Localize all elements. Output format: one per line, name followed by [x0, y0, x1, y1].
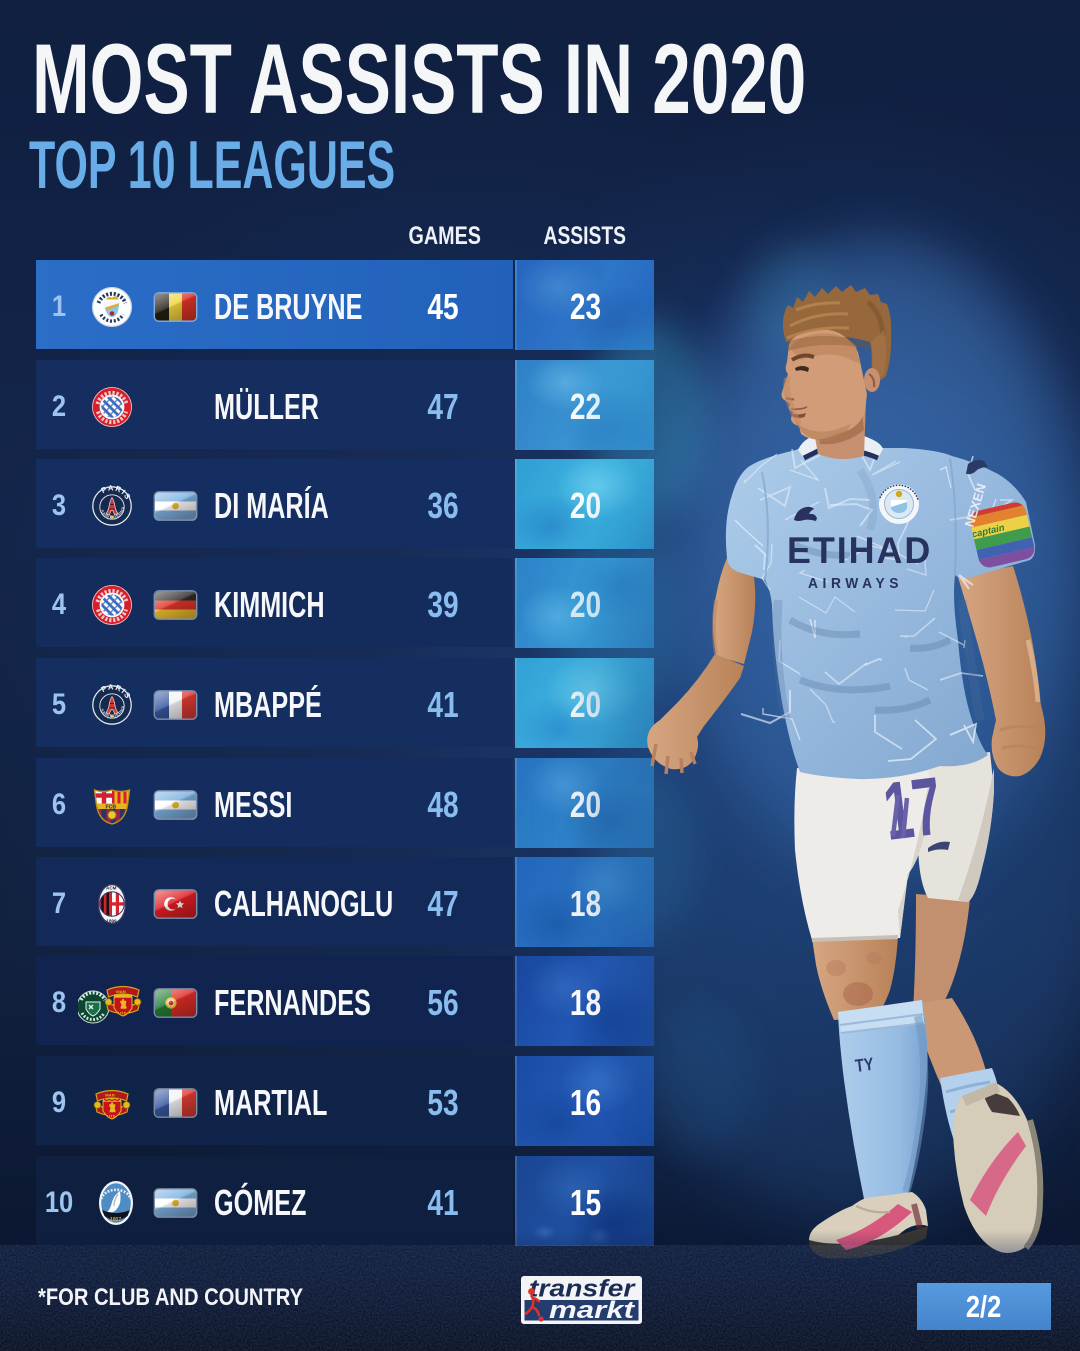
svg-text:1907: 1907: [110, 1217, 121, 1223]
svg-text:TY: TY: [854, 1054, 875, 1076]
svg-text:markt: markt: [549, 1296, 636, 1323]
svg-text:transfer: transfer: [529, 1276, 636, 1302]
svg-text:FCB: FCB: [106, 804, 117, 810]
svg-text:MAN: MAN: [116, 989, 126, 994]
svg-text:UTD: UTD: [107, 1113, 116, 1118]
svg-text:ACM: ACM: [106, 885, 117, 890]
svg-text:MAN: MAN: [105, 1092, 115, 1097]
svg-text:1899: 1899: [106, 918, 117, 923]
svg-text:ETIHAD: ETIHAD: [787, 530, 932, 572]
svg-text:UTD: UTD: [118, 1010, 127, 1015]
svg-text:AIRWAYS: AIRWAYS: [808, 576, 903, 593]
